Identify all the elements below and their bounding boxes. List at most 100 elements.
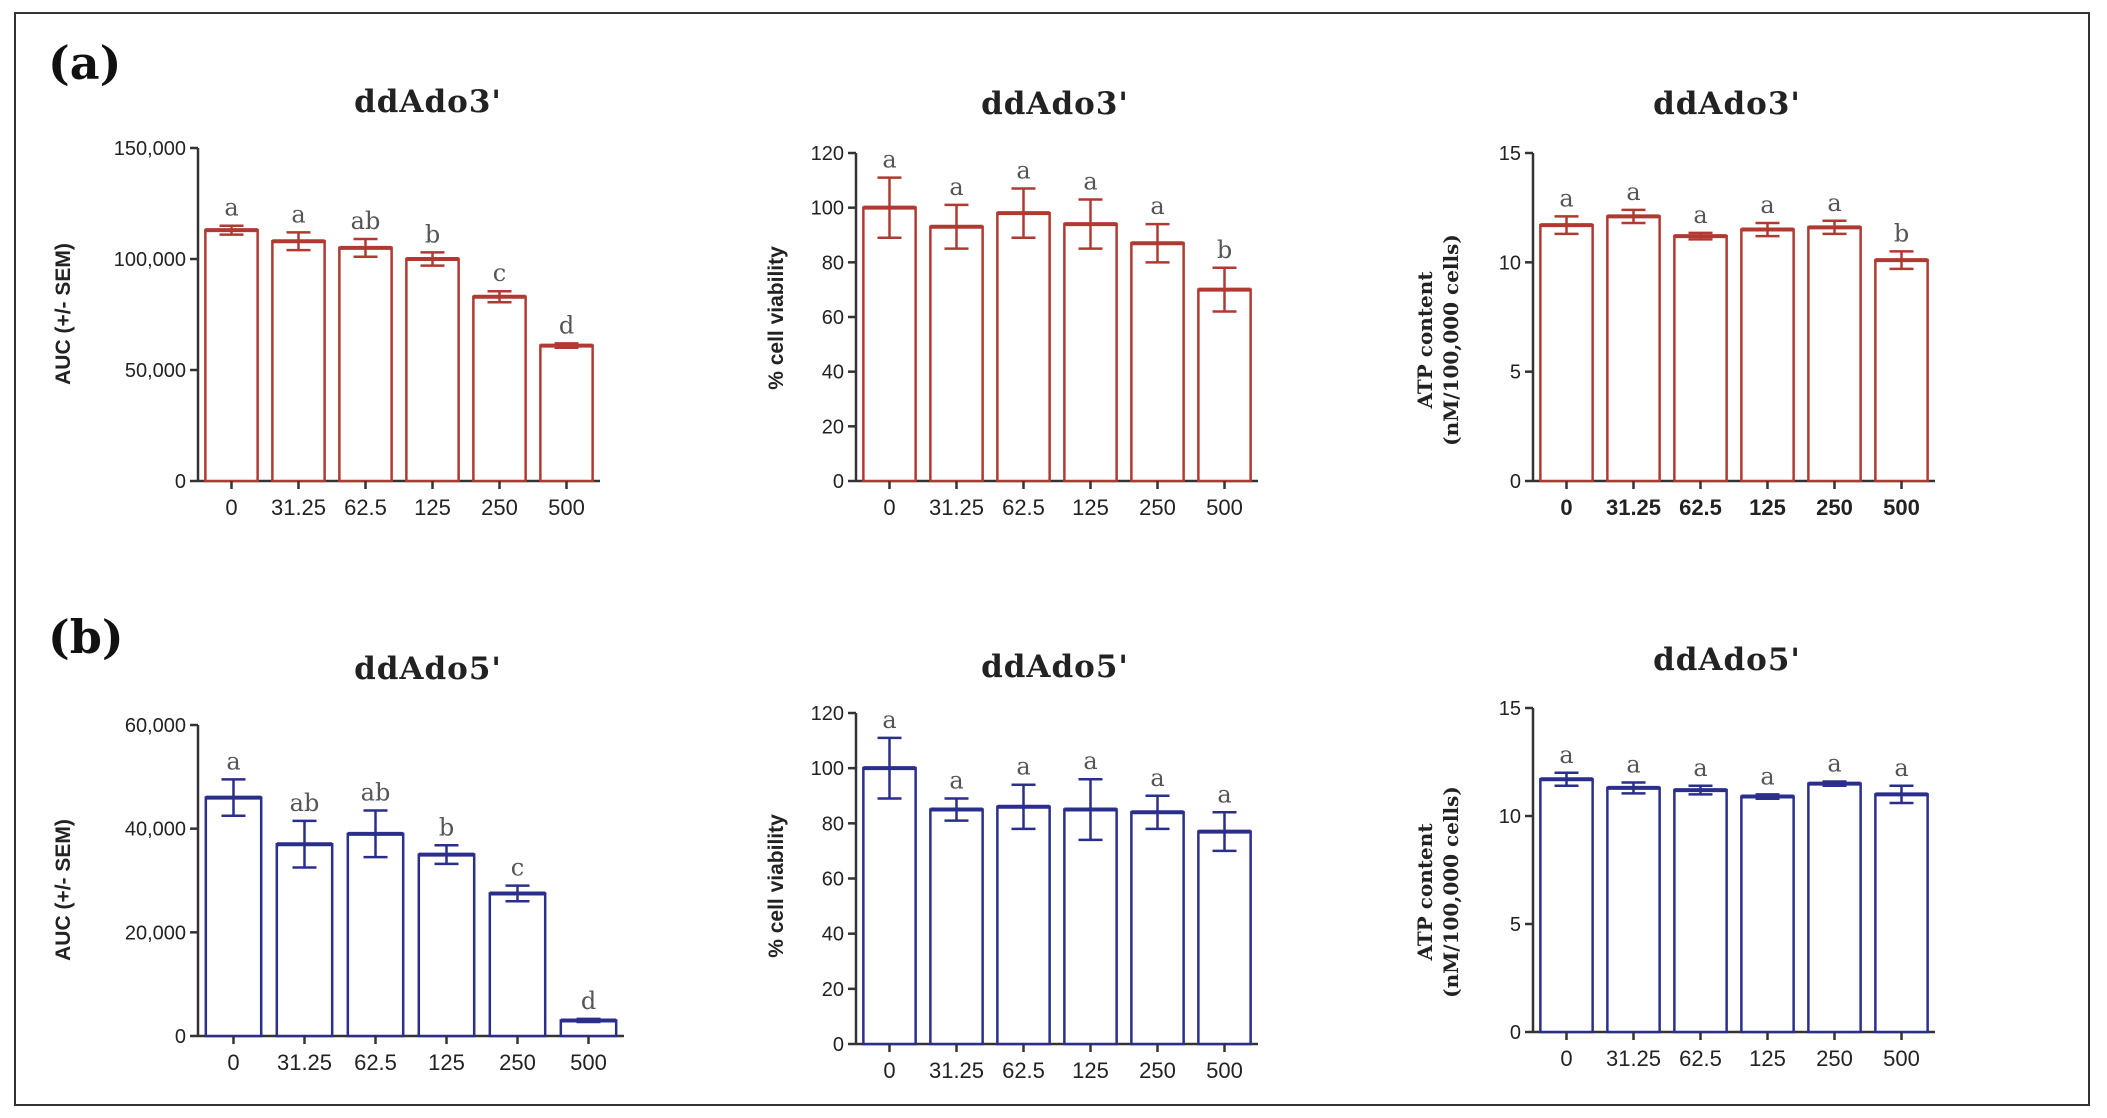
chart6-title: ddAdo5'	[1653, 642, 1801, 678]
chart2-y-axis-label-line: % cell viability	[765, 246, 788, 390]
chart5-bar	[1197, 830, 1252, 1046]
chart5-x-tick-label: 125	[1072, 1058, 1109, 1083]
chart3-x-tick-label: 125	[1749, 495, 1786, 520]
chart5-x-tick-label: 250	[1139, 1058, 1176, 1083]
chart3-x-tick-label: 62.5	[1679, 495, 1722, 520]
chart5-y-axis-label-line: % cell viability	[765, 814, 788, 958]
chart4-x-tick-label: 250	[499, 1050, 536, 1075]
chart1-x-tick-label: 31.25	[271, 495, 326, 520]
chart4-x-tick-label: 125	[428, 1050, 465, 1075]
chart3-significance-letter: a	[1559, 184, 1573, 212]
chart1-x-tick-label: 125	[414, 495, 451, 520]
chart2-significance-letter: a	[1150, 192, 1164, 220]
chart1-bar	[338, 246, 393, 483]
chart3-significance-letter: b	[1894, 219, 1909, 247]
chart4-bar	[488, 892, 547, 1038]
chart5-y-axis-label: % cell viability	[765, 814, 788, 958]
chart1-significance-letter: a	[291, 200, 305, 228]
chart6-significance-letter: a	[1559, 741, 1573, 769]
chart1-y-axis-label: AUC (+/- SEM)	[52, 243, 75, 385]
chart3-y-axis-label-line: (nM/100,000 cells)	[1439, 234, 1463, 446]
chart6-x-tick-label: 31.25	[1606, 1046, 1661, 1071]
chart1-significance-letter: d	[559, 311, 574, 339]
chart5-bar	[862, 766, 917, 1046]
chart5-y-tick-label: 100	[811, 758, 844, 780]
chart5-title: ddAdo5'	[981, 649, 1129, 685]
chart2-bar	[1063, 222, 1118, 483]
chart6-significance-letter: a	[1693, 754, 1707, 782]
chart3-y-axis-label-line: ATP content	[1413, 271, 1437, 410]
chart3-bar	[1606, 215, 1661, 483]
chart1-y-tick-label: 50,000	[125, 360, 186, 382]
chart6-significance-letter: a	[1760, 762, 1774, 790]
chart6-bar	[1807, 782, 1862, 1034]
chart1-x-tick-label: 250	[481, 495, 518, 520]
chart1-significance-letter: c	[493, 259, 506, 287]
chart1-bar	[271, 239, 326, 483]
chart2-x-tick-label: 500	[1206, 495, 1243, 520]
chart1-y-tick-label: 150,000	[114, 138, 186, 160]
chart1-significance-letter: b	[425, 220, 440, 248]
chart4-significance-letter: d	[581, 987, 596, 1015]
chart2-y-tick-label: 0	[833, 471, 844, 493]
chart5-significance-letter: a	[949, 767, 963, 795]
chart2-y-tick-label: 60	[822, 307, 844, 329]
chart6-significance-letter: a	[1827, 749, 1841, 777]
chart1-bar	[539, 344, 594, 483]
chart2-bar	[862, 206, 917, 483]
chart6-bar	[1539, 778, 1594, 1034]
chart2-significance-letter: a	[1083, 167, 1097, 195]
chart4-y-tick-label: 40,000	[125, 819, 186, 841]
chart3-y-axis-label: ATP content (nM/100,000 cells)	[1413, 234, 1463, 446]
chart3-significance-letter: a	[1827, 189, 1841, 217]
chart1-y-axis-label-line: AUC (+/- SEM)	[52, 243, 75, 385]
chart5-significance-letter: a	[1217, 780, 1231, 808]
chart1-x-tick-label: 0	[225, 495, 237, 520]
chart3-x-tick-label: 500	[1883, 495, 1920, 520]
chart6-x-tick-label: 250	[1816, 1046, 1853, 1071]
chart5-x-tick-label: 31.25	[929, 1058, 984, 1083]
chart5-bar	[1130, 811, 1185, 1046]
chart6-y-tick-label: 10	[1499, 806, 1521, 828]
chart2-y-tick-label: 40	[822, 362, 844, 384]
panel-label-a: (a)	[48, 36, 122, 90]
chart6-y-axis-label-line: ATP content	[1413, 823, 1437, 962]
chart2-significance-letter: b	[1217, 236, 1232, 264]
chart3-bar	[1740, 228, 1795, 483]
chart6-bar	[1874, 793, 1929, 1034]
chart2-significance-letter: a	[1016, 157, 1030, 185]
chart5-significance-letter: a	[1150, 764, 1164, 792]
chart4-y-tick-label: 20,000	[125, 922, 186, 944]
chart6-y-tick-label: 5	[1510, 914, 1521, 936]
chart2-x-tick-label: 125	[1072, 495, 1109, 520]
chart6-bar	[1740, 795, 1795, 1034]
chart2-x-tick-label: 0	[883, 495, 895, 520]
chart3-significance-letter: a	[1693, 201, 1707, 229]
chart3-title: ddAdo3'	[1653, 86, 1801, 122]
chart4-x-tick-label: 62.5	[354, 1050, 397, 1075]
chart2-bar	[1130, 241, 1185, 483]
chart4-x-tick-label: 31.25	[277, 1050, 332, 1075]
chart1-x-tick-label: 62.5	[344, 495, 387, 520]
chart2-y-tick-label: 80	[822, 252, 844, 274]
chart5-y-tick-label: 120	[811, 703, 844, 725]
chart5-y-tick-label: 20	[822, 979, 844, 1001]
chart4-y-axis-label: AUC (+/- SEM)	[52, 819, 75, 961]
panel-label-b: (b)	[48, 610, 124, 664]
chart5-x-tick-label: 500	[1206, 1058, 1243, 1083]
chart2-significance-letter: a	[949, 173, 963, 201]
chart2-x-tick-label: 31.25	[929, 495, 984, 520]
chart4-x-tick-label: 500	[570, 1050, 607, 1075]
chart5-significance-letter: a	[1016, 753, 1030, 781]
chart6-bar	[1673, 788, 1728, 1034]
chart1-bar	[204, 228, 259, 483]
chart4-bar	[204, 796, 263, 1038]
chart5-bar	[1063, 808, 1118, 1046]
chart2-title: ddAdo3'	[981, 86, 1129, 122]
chart2-y-tick-label: 100	[811, 198, 844, 220]
chart1-y-tick-label: 100,000	[114, 249, 186, 271]
chart4-x-tick-label: 0	[227, 1050, 239, 1075]
chart3-x-tick-label: 31.25	[1606, 495, 1661, 520]
chart1-x-tick-label: 500	[548, 495, 585, 520]
